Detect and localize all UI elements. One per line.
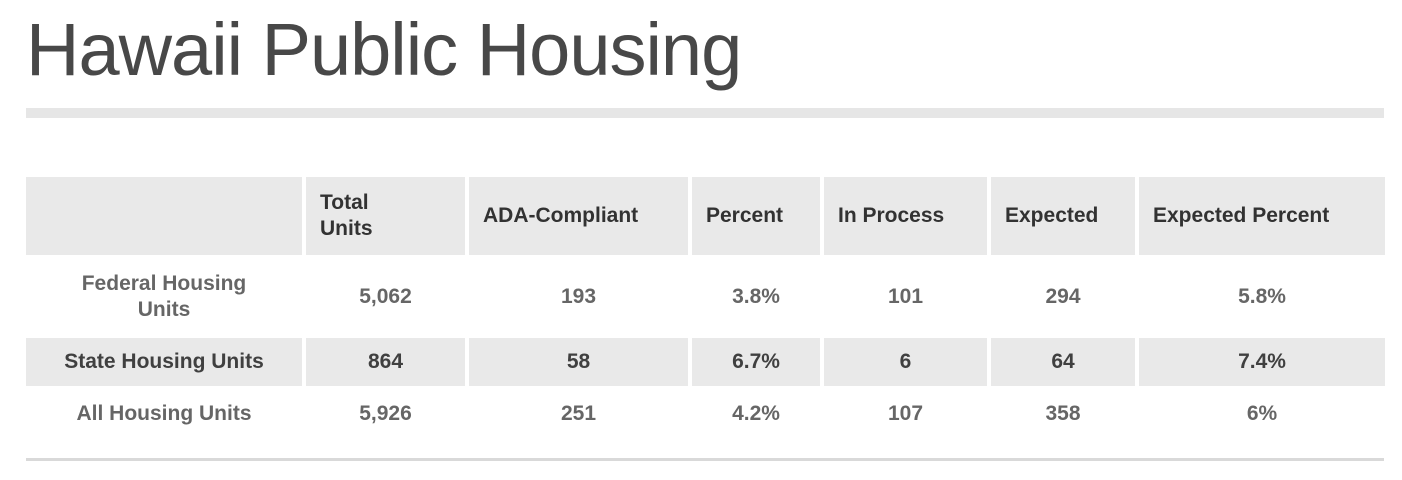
cell-value: 5,062 — [306, 259, 465, 334]
page-title: Hawaii Public Housing — [26, 8, 742, 91]
row-label-text: State Housing Units — [64, 350, 264, 373]
cell-value: 64 — [991, 338, 1135, 386]
column-header-in-process: In Process — [824, 177, 987, 255]
cell-value: 4.2% — [692, 390, 820, 438]
column-header-label: Expected — [1005, 204, 1099, 227]
table-body: Federal Housing Units 5,062 193 3.8% 101 294 5… — [26, 259, 1385, 438]
cell-value: 358 — [991, 390, 1135, 438]
cell-value: 7.4% — [1139, 338, 1385, 386]
row-label-text: All Housing Units — [76, 402, 252, 425]
cell-value: 6.7% — [692, 338, 820, 386]
row-label: All Housing Units — [26, 390, 302, 438]
cell-value: 6% — [1139, 390, 1385, 438]
column-header-label: ADA-Compliant — [483, 204, 639, 227]
column-header-label: Expected Percent — [1153, 204, 1330, 227]
housing-table: Total Units ADA-Compliant Percent In Proces… — [22, 173, 1389, 442]
row-label: State Housing Units — [26, 338, 302, 386]
column-header-label: Total Units — [320, 191, 373, 240]
cell-value: 6 — [824, 338, 987, 386]
cell-value: 251 — [469, 390, 688, 438]
row-label-text: Federal Housing Units — [81, 271, 247, 321]
cell-value: 294 — [991, 259, 1135, 334]
cell-value: 101 — [824, 259, 987, 334]
table-row: All Housing Units 5,926 251 4.2% 107 358 6% — [26, 390, 1385, 438]
cell-value: 3.8% — [692, 259, 820, 334]
cell-value: 864 — [306, 338, 465, 386]
column-header-percent: Percent — [692, 177, 820, 255]
column-header-expected-percent: Expected Percent — [1139, 177, 1385, 255]
row-label: Federal Housing Units — [26, 259, 302, 334]
title-divider — [26, 108, 1384, 118]
column-header-expected: Expected — [991, 177, 1135, 255]
cell-value: 107 — [824, 390, 987, 438]
column-header-label: In Process — [838, 204, 945, 227]
bottom-divider — [26, 458, 1384, 461]
cell-value: 193 — [469, 259, 688, 334]
cell-value: 5.8% — [1139, 259, 1385, 334]
column-header-ada-compliant: ADA-Compliant — [469, 177, 688, 255]
column-header-total-units: Total Units — [306, 177, 465, 255]
cell-value: 58 — [469, 338, 688, 386]
cell-value: 5,926 — [306, 390, 465, 438]
table-row: State Housing Units 864 58 6.7% 6 64 7.4% — [26, 338, 1385, 386]
table-row: Federal Housing Units 5,062 193 3.8% 101 294 5… — [26, 259, 1385, 334]
column-header-label: Percent — [706, 204, 784, 227]
table-header-row: Total Units ADA-Compliant Percent In Proces… — [26, 177, 1385, 255]
column-header-blank — [26, 177, 302, 255]
